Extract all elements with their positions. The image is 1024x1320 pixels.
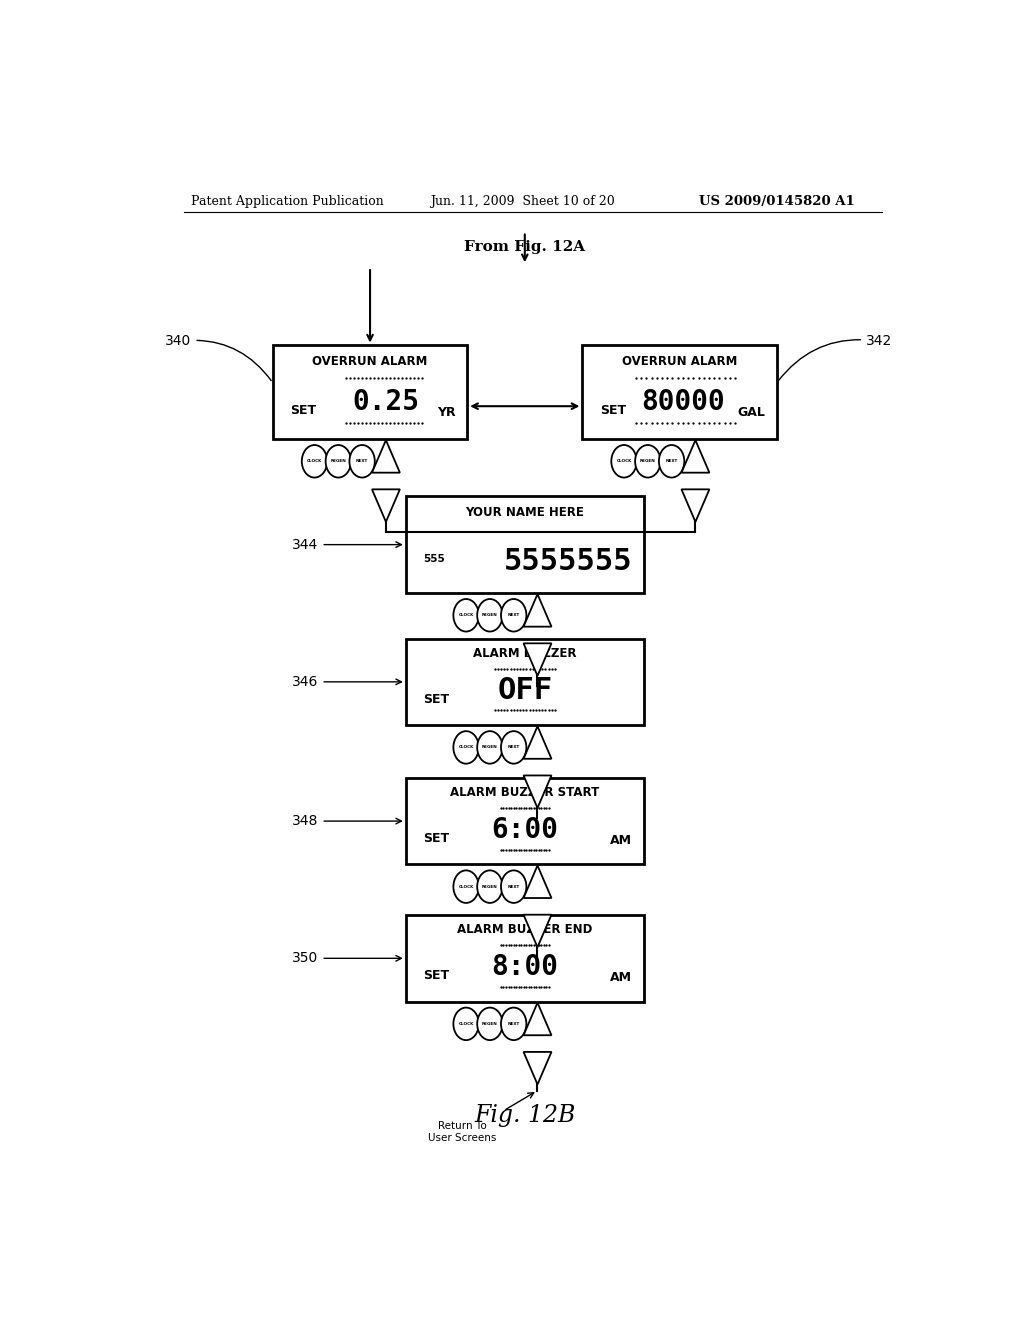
Polygon shape [523,1052,552,1085]
Polygon shape [523,726,552,759]
Circle shape [454,731,479,764]
Polygon shape [372,440,400,473]
Text: SET: SET [600,404,626,417]
Text: OFF: OFF [498,676,552,705]
Text: Patent Application Publication: Patent Application Publication [191,194,384,207]
Text: CLOCK: CLOCK [616,459,632,463]
Text: NEXT: NEXT [508,884,520,888]
Text: From Fig. 12A: From Fig. 12A [464,240,586,253]
Text: REGEN: REGEN [482,746,498,750]
Text: ALARM BUZZER END: ALARM BUZZER END [457,923,593,936]
Text: NEXT: NEXT [508,614,520,618]
Text: CLOCK: CLOCK [459,746,474,750]
Text: 8:00: 8:00 [492,953,558,981]
FancyBboxPatch shape [406,915,644,1002]
Text: 340: 340 [165,334,271,380]
Circle shape [658,445,684,478]
Text: YOUR NAME HERE: YOUR NAME HERE [465,507,585,519]
Text: AM: AM [610,970,632,983]
Circle shape [501,731,526,764]
Polygon shape [681,440,710,473]
Polygon shape [372,490,400,521]
FancyBboxPatch shape [583,346,777,440]
Text: OVERRUN ALARM: OVERRUN ALARM [622,355,737,368]
Text: SET: SET [423,832,450,845]
Circle shape [477,731,503,764]
Polygon shape [523,915,552,948]
Text: US 2009/0145820 A1: US 2009/0145820 A1 [699,194,855,207]
Text: GAL: GAL [737,407,765,420]
Text: OVERRUN ALARM: OVERRUN ALARM [312,355,428,368]
Text: ALARM BUZZER: ALARM BUZZER [473,647,577,660]
Text: SET: SET [423,693,450,706]
Text: ALARM BUZZER START: ALARM BUZZER START [451,787,599,799]
Text: SET: SET [290,404,316,417]
FancyBboxPatch shape [406,777,644,865]
Text: CLOCK: CLOCK [459,614,474,618]
Text: 80000: 80000 [642,388,725,416]
Circle shape [477,1007,503,1040]
Text: 555: 555 [423,554,445,564]
Polygon shape [523,866,552,898]
Text: 5555555: 5555555 [504,546,633,576]
Polygon shape [681,490,710,521]
Text: Fig. 12B: Fig. 12B [474,1105,575,1127]
Text: NEXT: NEXT [508,746,520,750]
Text: 344: 344 [292,537,401,552]
Polygon shape [523,594,552,627]
Text: NEXT: NEXT [666,459,678,463]
Text: 348: 348 [292,814,401,828]
Text: CLOCK: CLOCK [459,884,474,888]
Polygon shape [523,1003,552,1035]
Circle shape [501,870,526,903]
Text: 346: 346 [292,675,401,689]
Circle shape [477,599,503,631]
Circle shape [501,599,526,631]
FancyBboxPatch shape [406,496,644,593]
Text: REGEN: REGEN [482,1022,498,1026]
Text: NEXT: NEXT [356,459,369,463]
Circle shape [501,1007,526,1040]
Circle shape [611,445,637,478]
Text: AM: AM [610,834,632,846]
Polygon shape [523,643,552,676]
Text: Return To
User Screens: Return To User Screens [428,1121,497,1143]
Text: SET: SET [423,969,450,982]
FancyBboxPatch shape [272,346,467,440]
Text: REGEN: REGEN [482,884,498,888]
Circle shape [326,445,351,478]
Circle shape [454,1007,479,1040]
Text: CLOCK: CLOCK [307,459,323,463]
Text: Jun. 11, 2009  Sheet 10 of 20: Jun. 11, 2009 Sheet 10 of 20 [430,194,614,207]
Text: CLOCK: CLOCK [459,1022,474,1026]
Circle shape [635,445,660,478]
Circle shape [477,870,503,903]
FancyBboxPatch shape [406,639,644,725]
Polygon shape [523,775,552,808]
Circle shape [454,870,479,903]
Circle shape [454,599,479,631]
Text: YR: YR [436,407,456,420]
Text: 0.25: 0.25 [352,388,420,416]
Text: 350: 350 [292,952,401,965]
Circle shape [302,445,328,478]
Text: 342: 342 [778,334,892,380]
Text: REGEN: REGEN [482,614,498,618]
Text: NEXT: NEXT [508,1022,520,1026]
Text: REGEN: REGEN [331,459,346,463]
Circle shape [349,445,375,478]
Text: 6:00: 6:00 [492,816,558,843]
Text: REGEN: REGEN [640,459,655,463]
